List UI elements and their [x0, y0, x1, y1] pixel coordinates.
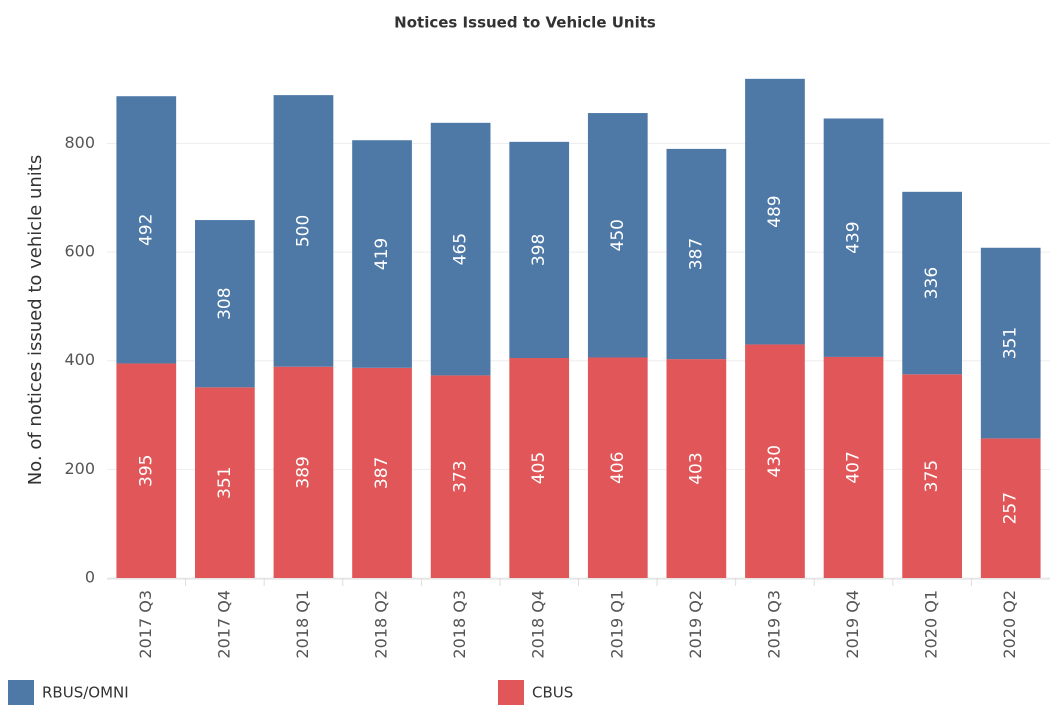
value-label: 395 — [136, 454, 156, 486]
bar-segment — [116, 363, 177, 578]
bar-segment — [195, 387, 255, 578]
x-tick-label: 2019 Q2 — [686, 590, 705, 659]
bar-segment — [509, 358, 570, 578]
value-label: 430 — [765, 445, 785, 477]
bar-segment — [902, 191, 962, 375]
bar-segment — [430, 122, 491, 376]
y-tick-label: 0 — [85, 568, 95, 587]
value-label: 387 — [686, 238, 706, 270]
x-tick-label: 2018 Q3 — [450, 590, 469, 659]
bar-segment — [980, 247, 1041, 439]
legend-label: CBUS — [532, 684, 573, 702]
x-tick-label: 2019 Q3 — [764, 590, 783, 659]
bar-segment — [352, 140, 412, 368]
value-label: 489 — [765, 195, 785, 227]
y-tick-label: 600 — [64, 242, 95, 261]
y-axis-label: No. of notices issued to vehicle units — [25, 155, 46, 486]
value-label: 406 — [608, 452, 628, 484]
value-label: 308 — [215, 287, 235, 319]
bar-segment — [823, 356, 884, 578]
bar-segment — [587, 113, 648, 358]
value-label: 373 — [451, 460, 471, 492]
value-label: 405 — [529, 452, 549, 484]
x-tick-label: 2018 Q4 — [529, 590, 548, 659]
legend-label: RBUS/OMNI — [42, 684, 129, 702]
legend-swatch — [498, 680, 524, 705]
value-label: 439 — [844, 221, 864, 253]
value-label: 419 — [372, 238, 392, 270]
value-label: 257 — [1001, 492, 1021, 524]
value-label: 450 — [608, 219, 628, 251]
x-tick-label: 2020 Q1 — [922, 590, 941, 659]
value-label: 387 — [372, 457, 392, 489]
bar-segment — [509, 141, 570, 359]
x-tick-label: 2020 Q2 — [1000, 590, 1019, 659]
x-tick-label: 2018 Q1 — [293, 590, 312, 659]
value-label: 500 — [293, 215, 313, 247]
bar-segment — [195, 220, 255, 388]
value-label: 492 — [136, 214, 156, 246]
x-tick-label: 2017 Q3 — [136, 590, 155, 659]
y-tick-label: 200 — [64, 459, 95, 478]
bar-segment — [666, 148, 727, 360]
chart-title: Notices Issued to Vehicle Units — [394, 14, 656, 32]
bar-segment — [273, 95, 334, 367]
value-label: 465 — [451, 233, 471, 265]
bar-segment — [745, 344, 805, 578]
bar-segment — [352, 367, 412, 578]
bar-segment — [116, 96, 177, 364]
x-tick-label: 2019 Q1 — [607, 590, 626, 659]
y-tick-label: 800 — [64, 133, 95, 152]
value-label: 375 — [922, 460, 942, 492]
bar-segment — [745, 78, 805, 345]
bar-segment — [980, 438, 1041, 578]
value-label: 351 — [1001, 327, 1021, 359]
bar-segment — [273, 366, 334, 578]
bar-segment — [902, 374, 962, 578]
value-label: 389 — [293, 456, 313, 488]
value-label: 336 — [922, 267, 942, 299]
value-label: 403 — [686, 452, 706, 484]
bar-segment — [823, 118, 884, 357]
bar-segment — [587, 357, 648, 578]
value-label: 407 — [844, 451, 864, 483]
value-label: 351 — [215, 466, 235, 498]
legend-swatch — [8, 680, 34, 705]
x-tick-label: 2019 Q4 — [843, 590, 862, 659]
x-tick-label: 2018 Q2 — [372, 590, 391, 659]
bar-segment — [430, 375, 491, 578]
x-tick-label: 2017 Q4 — [214, 590, 233, 659]
bar-segment — [666, 359, 727, 578]
value-label: 398 — [529, 234, 549, 266]
y-tick-label: 400 — [64, 350, 95, 369]
